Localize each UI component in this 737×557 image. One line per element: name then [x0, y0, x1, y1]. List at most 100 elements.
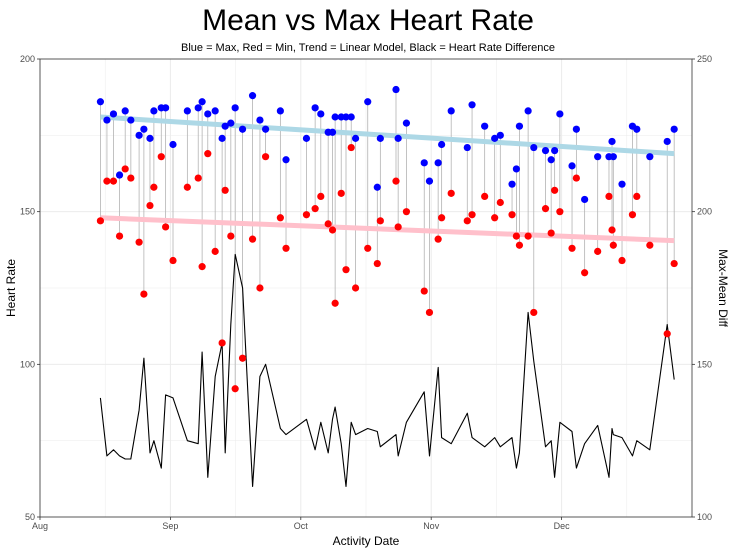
max-point: [302, 134, 311, 142]
min-point: [103, 177, 111, 185]
min-point: [609, 241, 617, 249]
min-point: [227, 232, 235, 240]
min-point: [512, 232, 520, 240]
min-point: [438, 214, 446, 222]
max-point: [135, 131, 143, 139]
max-point: [420, 159, 428, 167]
max-point: [468, 101, 476, 109]
min-point: [633, 192, 641, 200]
max-point: [211, 107, 219, 115]
min-point: [447, 189, 455, 197]
max-point: [150, 107, 158, 115]
max-point: [248, 92, 257, 100]
max-point: [512, 165, 520, 173]
max-point: [402, 119, 411, 127]
axes: Aug Sep Oct Nov Dec 50 100 150 200 100 150 200 250: [20, 54, 712, 531]
diff-line: [99, 253, 675, 488]
max-point: [392, 85, 400, 94]
min-point: [364, 244, 372, 252]
max-point: [438, 140, 446, 149]
max-point: [547, 156, 555, 164]
min-point: [121, 165, 129, 173]
min-point: [351, 284, 360, 292]
min-point: [282, 244, 290, 252]
max-point: [218, 134, 226, 142]
min-point: [150, 183, 158, 191]
max-point: [109, 110, 118, 118]
min-point: [211, 247, 219, 255]
min-trend-line: [100, 215, 675, 244]
min-point: [140, 290, 148, 298]
max-point: [227, 119, 235, 127]
max-point: [183, 107, 191, 115]
min-point: [434, 235, 442, 243]
max-point: [581, 195, 589, 204]
y2-axis-label: Max-Mean Diff: [716, 249, 730, 327]
max-point: [238, 125, 247, 133]
max-point: [162, 104, 170, 112]
min-point: [524, 232, 532, 240]
x-tick-label: Aug: [32, 521, 48, 531]
max-point: [608, 137, 616, 146]
min-point: [109, 177, 118, 185]
min-point: [337, 189, 345, 197]
max-point: [609, 153, 617, 161]
min-point: [96, 217, 105, 225]
min-point: [256, 284, 264, 292]
y2-tick-label: 200: [697, 207, 712, 217]
max-point: [311, 104, 319, 112]
grid-lines: [39, 58, 692, 518]
y-tick-label: 150: [20, 207, 35, 217]
y-tick-label: 100: [20, 359, 35, 369]
min-point: [347, 143, 355, 152]
max-point: [541, 147, 550, 155]
max-point: [351, 134, 360, 142]
min-point: [551, 186, 559, 194]
max-point: [198, 98, 206, 106]
min-point: [605, 192, 613, 200]
min-point: [194, 174, 202, 182]
y-tick-label: 50: [25, 512, 35, 522]
x-axis-label: Activity Date: [333, 534, 400, 548]
min-point: [541, 205, 550, 213]
max-point: [121, 107, 129, 115]
min-point: [162, 223, 170, 231]
y2-tick-label: 150: [697, 359, 712, 369]
min-point: [231, 385, 239, 393]
max-point: [169, 140, 177, 149]
max-point: [115, 171, 124, 179]
max-point: [572, 125, 580, 133]
min-point: [276, 214, 284, 222]
max-point: [394, 134, 402, 142]
max-point: [447, 107, 455, 115]
x-tick-label: Dec: [554, 521, 571, 531]
min-point: [302, 211, 311, 219]
min-point: [463, 217, 471, 225]
max-point: [282, 156, 290, 164]
min-point: [663, 330, 671, 338]
max-point: [663, 137, 671, 146]
x-tick-label: Oct: [294, 521, 309, 531]
trend-lines: [100, 114, 675, 244]
max-point: [328, 128, 337, 136]
y2-tick-label: 250: [697, 54, 712, 64]
min-point: [221, 186, 229, 194]
min-point: [394, 223, 402, 231]
min-point: [515, 241, 524, 249]
min-point: [238, 354, 247, 362]
max-trend-line: [100, 114, 675, 157]
min-point: [218, 339, 226, 347]
plot-border: [39, 58, 693, 518]
x-tick-label: Sep: [162, 521, 178, 531]
max-point: [194, 104, 202, 112]
min-point: [317, 192, 325, 200]
min-point: [324, 220, 332, 228]
max-point: [103, 116, 111, 124]
min-point: [628, 211, 637, 219]
min-point: [481, 192, 489, 200]
max-point: [256, 116, 264, 124]
data-points: [96, 85, 678, 393]
max-point: [551, 147, 559, 155]
min-point: [530, 308, 538, 317]
